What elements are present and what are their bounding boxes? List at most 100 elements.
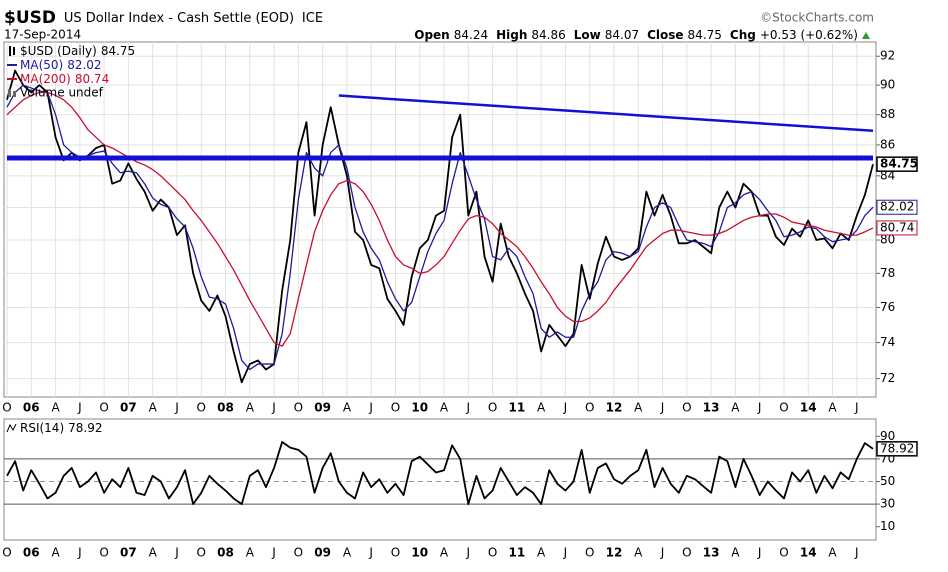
x-tick-label: O (391, 401, 400, 415)
last-value-label: 82.02 (880, 200, 914, 214)
legend-name: $USD (Daily) (20, 44, 97, 58)
y-tick-label: 92 (880, 49, 895, 63)
source: ©StockCharts.com (760, 11, 874, 25)
x-tick-label: O (779, 401, 788, 415)
legend-entry: RSI(14) 78.92 (20, 421, 103, 435)
x-tick-label: 11 (509, 401, 526, 415)
x-tick-label: A (731, 546, 740, 560)
x-tick-label: 10 (411, 401, 428, 415)
x-tick-label: O (682, 546, 691, 560)
legend-icon (13, 91, 16, 97)
x-tick-label: 11 (509, 546, 526, 560)
x-tick-label: 08 (217, 401, 234, 415)
x-tick-label: J (77, 401, 82, 415)
series-line (6, 441, 874, 505)
quote-value: 84.75 (688, 28, 722, 42)
x-tick-label: 07 (120, 401, 137, 415)
x-tick-label: J (174, 401, 179, 415)
x-tick-label: J (466, 546, 471, 560)
quote: Open 84.24 High 84.86 Low 84.07 Close 84.75 Chg +… (414, 28, 858, 42)
x-tick-label: O (2, 546, 11, 560)
x-tick-label: 07 (120, 546, 137, 560)
legend-entry: MA(200) 80.74 (20, 72, 109, 86)
y-tick-label: 90 (880, 429, 895, 443)
x-tick-label: J (271, 401, 276, 415)
x-tick-label: 14 (800, 546, 817, 560)
quote-label: High (496, 28, 527, 42)
y-tick-label: 76 (880, 300, 895, 314)
last-value-label: 80.74 (880, 220, 914, 234)
x-tick-label: A (149, 546, 158, 560)
x-tick-label: 13 (703, 401, 720, 415)
quote-value: 84.07 (605, 28, 639, 42)
x-tick-label: A (634, 401, 643, 415)
x-tick-label: A (246, 546, 255, 560)
x-tick-label: 09 (314, 401, 331, 415)
quote-label: Low (574, 28, 601, 42)
legend-icon (8, 89, 11, 97)
x-tick-label: A (246, 401, 255, 415)
x-tick-label: J (854, 401, 859, 415)
legend-value: 80.74 (75, 72, 109, 86)
x-tick-label: O (294, 546, 303, 560)
chart-header: $USD US Dollar Index - Cash Settle (EOD)… (4, 8, 323, 28)
x-tick-label: J (660, 546, 665, 560)
quote-value: 84.86 (531, 28, 565, 42)
x-tick-label: 09 (314, 546, 331, 560)
last-value-label: 78.92 (880, 441, 914, 455)
x-tick-label: J (563, 546, 568, 560)
date: 17-Sep-2014 (4, 28, 81, 42)
y-tick-label: 90 (880, 78, 895, 92)
last-value-box (876, 441, 918, 457)
x-tick-label: A (440, 401, 449, 415)
legend-name: MA(200) (20, 72, 71, 86)
last-value-box (876, 199, 918, 215)
x-tick-label: O (488, 401, 497, 415)
legend-note: Volume undef (20, 86, 104, 100)
x-tick-label: O (682, 401, 691, 415)
y-tick-label: 74 (880, 335, 895, 349)
y-tick-label: 50 (880, 474, 895, 488)
x-tick-label: O (197, 546, 206, 560)
x-tick-label: A (828, 546, 837, 560)
x-tick-label: J (466, 401, 471, 415)
x-tick-label: 06 (23, 401, 40, 415)
legend-entry: $USD (Daily) 84.75 (20, 44, 135, 58)
last-value-box (876, 156, 918, 172)
x-tick-label: J (368, 546, 373, 560)
y-tick-label: 78 (880, 266, 895, 280)
x-tick-label: A (634, 546, 643, 560)
exchange: ICE (302, 11, 323, 26)
legend-name: MA(50) (20, 58, 63, 72)
x-tick-label: A (537, 546, 546, 560)
series-line (6, 69, 874, 384)
x-tick-label: O (585, 401, 594, 415)
quote-label: Open (414, 28, 449, 42)
x-tick-label: J (757, 401, 762, 415)
instrument-name: US Dollar Index - Cash Settle (EOD) (64, 11, 294, 26)
legend-value: 78.92 (68, 421, 102, 435)
plot-frame (3, 418, 877, 541)
x-tick-label: O (294, 401, 303, 415)
series-line (6, 91, 874, 347)
x-tick-label: A (731, 401, 740, 415)
legend-value: 82.02 (67, 58, 101, 72)
x-tick-label: J (854, 546, 859, 560)
x-tick-label: O (99, 401, 108, 415)
x-tick-label: A (51, 546, 60, 560)
change-up-icon (862, 32, 870, 39)
trendline (338, 94, 874, 133)
x-tick-label: A (440, 546, 449, 560)
x-tick-label: A (537, 401, 546, 415)
x-tick-label: O (391, 546, 400, 560)
plot-frame (3, 41, 877, 398)
quote-value: 84.24 (454, 28, 488, 42)
x-tick-label: O (779, 546, 788, 560)
quote-value: +0.53 (+0.62%) (760, 28, 858, 42)
x-tick-label: O (197, 401, 206, 415)
x-tick-label: J (563, 401, 568, 415)
symbol: $USD (4, 8, 56, 28)
legend-entry: MA(50) 82.02 (20, 58, 102, 72)
x-tick-label: J (757, 546, 762, 560)
legend-name: RSI(14) (20, 421, 64, 435)
